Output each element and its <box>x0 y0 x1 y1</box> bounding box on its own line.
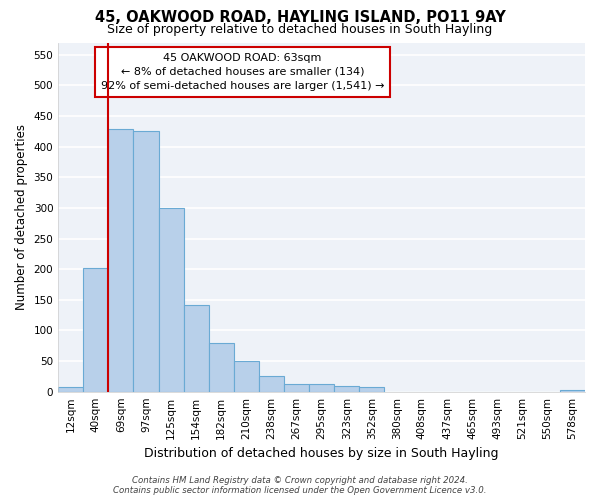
Bar <box>359 388 385 392</box>
Bar <box>109 130 133 392</box>
Bar <box>234 361 259 392</box>
Bar <box>58 387 83 392</box>
X-axis label: Distribution of detached houses by size in South Hayling: Distribution of detached houses by size … <box>145 447 499 460</box>
Bar <box>158 208 184 392</box>
Text: Size of property relative to detached houses in South Hayling: Size of property relative to detached ho… <box>107 22 493 36</box>
Bar <box>560 390 585 392</box>
Bar <box>259 376 284 392</box>
Bar <box>83 268 109 392</box>
Bar <box>334 386 359 392</box>
Bar <box>133 132 158 392</box>
Text: 45 OAKWOOD ROAD: 63sqm
← 8% of detached houses are smaller (134)
92% of semi-det: 45 OAKWOOD ROAD: 63sqm ← 8% of detached … <box>101 53 385 91</box>
Bar <box>309 384 334 392</box>
Text: 45, OAKWOOD ROAD, HAYLING ISLAND, PO11 9AY: 45, OAKWOOD ROAD, HAYLING ISLAND, PO11 9… <box>95 10 505 25</box>
Bar <box>209 342 234 392</box>
Text: Contains HM Land Registry data © Crown copyright and database right 2024.
Contai: Contains HM Land Registry data © Crown c… <box>113 476 487 495</box>
Bar <box>184 304 209 392</box>
Bar <box>284 384 309 392</box>
Y-axis label: Number of detached properties: Number of detached properties <box>15 124 28 310</box>
